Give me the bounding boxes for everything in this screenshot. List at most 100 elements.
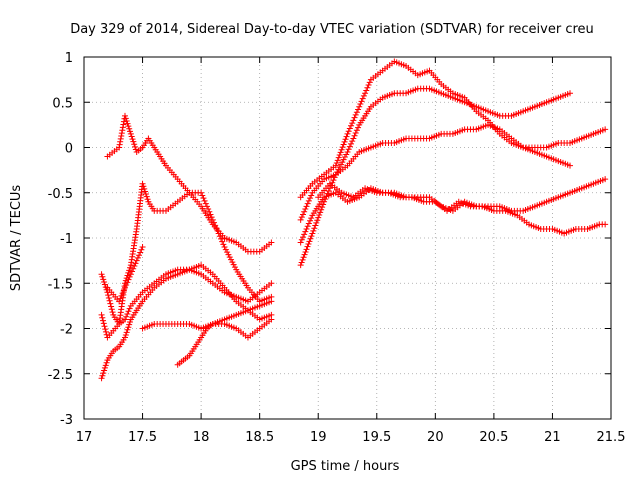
data-point-interp — [352, 111, 359, 118]
data-point-interp — [99, 372, 106, 379]
data-point-interp — [340, 141, 347, 148]
data-point-interp — [228, 256, 235, 263]
data-point-interp — [339, 144, 346, 151]
x-tick-label: 18 — [193, 430, 210, 445]
data-point — [209, 216, 216, 223]
data-point — [602, 126, 609, 133]
data-point-interp — [119, 127, 126, 134]
data-point-interp — [301, 231, 308, 238]
data-point — [121, 112, 128, 119]
data-point-interp — [348, 122, 355, 129]
data-point — [297, 262, 304, 269]
data-point — [602, 221, 609, 228]
data-point-interp — [358, 98, 365, 105]
chart-title: Day 329 of 2014, Sidereal Day-to-day VTE… — [70, 22, 594, 37]
y-tick-label: 0 — [65, 142, 73, 157]
data-point-interp — [302, 248, 309, 255]
data-point-interp — [123, 117, 130, 124]
data-point-interp — [229, 259, 236, 266]
data-point-interp — [231, 264, 238, 271]
y-tick-label: -0.5 — [48, 187, 73, 202]
data-point-interp — [124, 279, 131, 286]
data-point-interp — [130, 265, 137, 272]
data-point-interp — [334, 169, 341, 176]
data-point-interp — [101, 364, 108, 371]
data-point-interp — [303, 225, 310, 232]
data-point-interp — [203, 203, 210, 210]
data-point-interp — [136, 252, 143, 259]
data-point-interp — [305, 220, 312, 227]
data-point-interp — [133, 257, 140, 264]
data-point-interp — [341, 154, 348, 161]
data-point-interp — [124, 311, 131, 318]
data-point-interp — [351, 132, 358, 139]
data-point-interp — [364, 84, 371, 91]
data-point — [297, 239, 304, 246]
data-point-interp — [125, 324, 132, 331]
data-point — [139, 244, 146, 251]
data-point — [98, 271, 105, 278]
data-point-interp — [302, 228, 309, 235]
data-point-interp — [359, 95, 366, 102]
data-point — [98, 375, 105, 382]
data-point-interp — [102, 328, 109, 335]
data-point-interp — [120, 118, 127, 125]
data-point-interp — [105, 292, 112, 299]
data-point-interp — [201, 197, 208, 204]
data-point-interp — [310, 227, 317, 234]
data-point-interp — [106, 297, 113, 304]
data-point-interp — [100, 370, 107, 377]
data-point-interp — [127, 128, 134, 135]
data-point-interp — [355, 124, 362, 131]
y-tick-label: -1 — [60, 232, 73, 247]
data-point-interp — [121, 284, 128, 291]
data-point-interp — [304, 200, 311, 207]
data-point-interp — [132, 260, 139, 267]
data-point-interp — [315, 214, 322, 221]
data-point-interp — [117, 138, 124, 145]
data-point-interp — [346, 143, 353, 150]
data-point-interp — [300, 254, 307, 261]
data-point-interp — [202, 200, 209, 207]
data-point-interp — [122, 115, 129, 122]
x-tick-label: 21 — [544, 430, 561, 445]
data-point-interp — [337, 161, 344, 168]
data-point-interp — [127, 319, 134, 326]
data-point-interp — [127, 264, 134, 271]
data-point-interp — [222, 246, 229, 253]
y-tick-label: -2.5 — [48, 368, 73, 383]
data-point — [344, 130, 351, 137]
data-point-interp — [299, 256, 306, 263]
data-point-interp — [129, 268, 136, 275]
data-point-interp — [120, 287, 127, 294]
data-point-interp — [126, 305, 133, 312]
data-point-interp — [218, 235, 225, 242]
data-point-interp — [103, 331, 110, 338]
data-point-interp — [353, 109, 360, 116]
data-point-interp — [303, 203, 310, 210]
data-point — [567, 162, 574, 169]
data-point-interp — [119, 124, 126, 131]
data-point-interp — [337, 149, 344, 156]
data-point-interp — [318, 206, 325, 213]
data-point-interp — [357, 101, 364, 108]
plot-frame — [83, 56, 612, 420]
data-point-interp — [100, 317, 107, 324]
data-point-interp — [124, 326, 131, 333]
data-point-interp — [307, 235, 314, 242]
data-point-interp — [126, 321, 133, 328]
data-point-interp — [340, 156, 347, 163]
data-point-interp — [123, 313, 130, 320]
data-point-interp — [355, 106, 362, 113]
data-point-interp — [305, 241, 312, 248]
data-point-interp — [126, 267, 133, 274]
data-point-interp — [131, 263, 138, 270]
data-point-interp — [140, 183, 147, 190]
data-point-interp — [304, 243, 311, 250]
data-point-interp — [351, 114, 358, 121]
data-point-interp — [117, 295, 124, 302]
data-point-interp — [353, 127, 360, 134]
data-point-interp — [316, 211, 323, 218]
data-point-interp — [107, 300, 114, 307]
